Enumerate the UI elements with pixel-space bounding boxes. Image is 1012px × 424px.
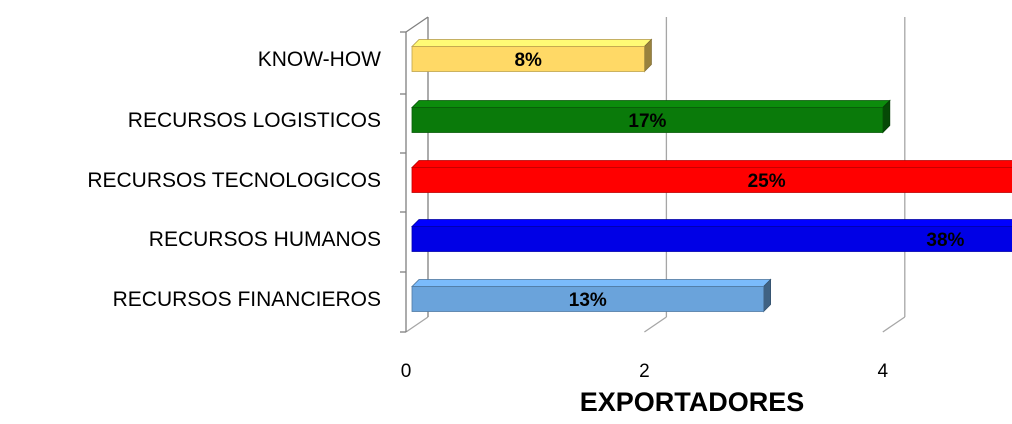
category-labels: RECURSOS FINANCIEROS RECURSOS HUMANOS RECU… (87, 48, 381, 311)
bar-front-face (411, 226, 1012, 252)
category-label: KNOW-HOW (258, 48, 381, 71)
x-axis-title: EXPORTADORES (580, 387, 805, 417)
category-label: RECURSOS TECNOLOGICOS (87, 169, 381, 192)
wall-top-edge (405, 16, 429, 33)
bar (411, 38, 653, 73)
category-label: RECURSOS LOGISTICOS (128, 109, 381, 132)
bars: 13% 38% 25% 17% 8% (411, 38, 1012, 313)
x-tick-label: 2 (639, 361, 650, 382)
bar-top-face (411, 279, 772, 287)
bar (411, 219, 1012, 252)
x-tick-labels: 0246810 (401, 361, 889, 382)
bar (411, 160, 1012, 193)
bar-front-face (411, 286, 765, 312)
x-tick-label: 0 (401, 361, 412, 382)
gridline-floor (405, 316, 429, 333)
data-label: 25% (748, 171, 786, 192)
bar-front-face (411, 107, 884, 133)
bar (411, 278, 772, 313)
bar-top-face (411, 160, 1012, 168)
category-label: RECURSOS HUMANOS (149, 228, 381, 251)
bar-front-face (411, 167, 1012, 193)
data-label: 8% (514, 50, 542, 71)
bar-top-face (411, 219, 1012, 227)
x-tick-label: 4 (878, 361, 889, 382)
category-label: RECURSOS FINANCIEROS (113, 288, 381, 311)
bar-top-face (411, 39, 653, 47)
gridline-floor (882, 316, 906, 333)
data-label: 38% (926, 230, 964, 251)
data-label: 13% (569, 290, 607, 311)
gridline-floor (644, 316, 667, 333)
bar-top-face (411, 100, 891, 108)
data-label: 17% (628, 111, 666, 132)
bar (411, 99, 891, 134)
bar-front-face (411, 46, 645, 72)
